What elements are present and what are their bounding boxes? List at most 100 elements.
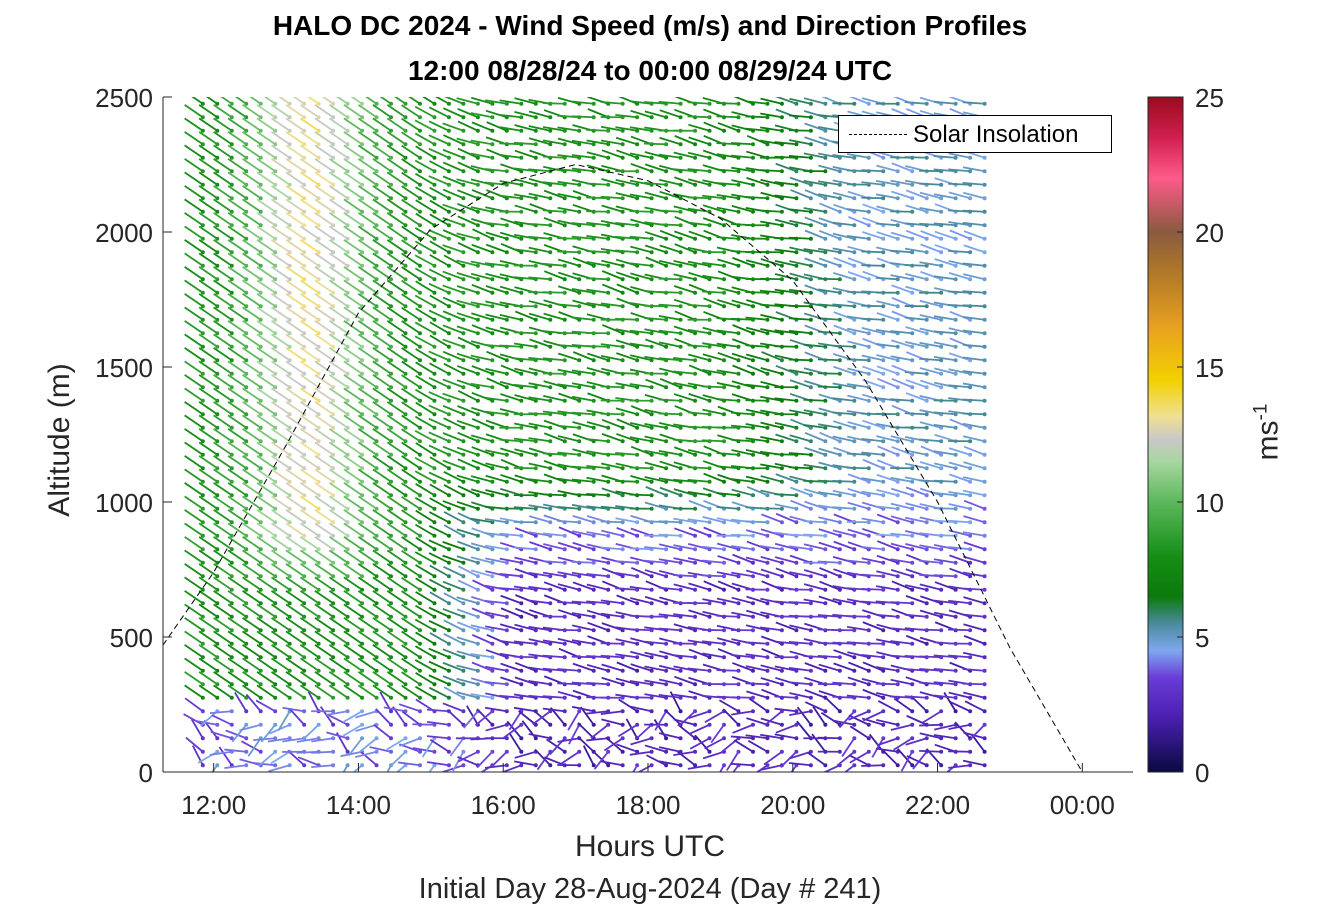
wind-barb-head: [490, 196, 495, 201]
wind-barb: [876, 554, 899, 564]
wind-barb-head: [779, 479, 784, 484]
wind-barb-head: [707, 763, 712, 768]
wind-barb: [702, 342, 725, 348]
wind-barb-head: [881, 155, 886, 160]
wind-barb: [601, 164, 623, 173]
wind-barb-head: [750, 614, 755, 619]
wind-barb-head: [533, 304, 538, 309]
wind-barb: [817, 114, 840, 119]
wind-barb-head: [707, 209, 712, 214]
wind-barb-head: [649, 425, 654, 430]
wind-barb: [876, 489, 898, 497]
wind-barb-head: [389, 668, 394, 673]
wind-barb: [271, 144, 291, 159]
wind-barb: [745, 437, 768, 443]
wind-barb: [285, 468, 305, 483]
wind-barb: [687, 518, 710, 524]
wind-barb-head: [765, 466, 770, 471]
wind-barb: [730, 424, 754, 429]
wind-barb-head: [258, 614, 263, 619]
wind-barb-head: [591, 628, 596, 633]
wind-barb: [415, 523, 435, 537]
wind-barb-head: [215, 398, 220, 403]
wind-barb: [314, 387, 334, 402]
wind-barb-head: [562, 277, 567, 282]
wind-barb-head: [331, 155, 336, 160]
wind-barb-head: [475, 358, 480, 363]
wind-barb-head: [331, 533, 336, 538]
wind-barb: [600, 355, 623, 362]
wind-barb-head: [736, 709, 741, 714]
wind-barb: [299, 441, 320, 456]
wind-barb: [442, 648, 464, 659]
wind-barb: [543, 165, 565, 173]
wind-barb-head: [244, 614, 249, 619]
wind-barb-head: [258, 277, 263, 282]
wind-barb: [372, 644, 392, 658]
wind-barb-head: [548, 196, 553, 201]
wind-barb-head: [345, 547, 350, 552]
wind-barb-head: [417, 358, 422, 363]
wind-barb: [247, 737, 262, 757]
wind-barb-head: [432, 574, 437, 579]
wind-barb-head: [360, 223, 365, 228]
wind-barb-head: [881, 574, 886, 579]
wind-barb: [328, 212, 349, 226]
wind-barb-head: [374, 574, 379, 579]
wind-barb-head: [548, 722, 553, 727]
wind-barb: [513, 193, 536, 200]
wind-barb-head: [446, 520, 451, 525]
wind-barb-head: [490, 128, 495, 133]
wind-barb: [372, 657, 392, 672]
wind-barb: [428, 606, 450, 618]
wind-barb-head: [374, 668, 379, 673]
wind-barb-head: [374, 628, 379, 633]
wind-barb: [314, 252, 334, 267]
wind-barb: [861, 181, 884, 186]
wind-barb: [658, 693, 681, 699]
wind-barb: [659, 377, 681, 389]
wind-barb: [213, 684, 233, 699]
wind-barb-head: [504, 763, 509, 768]
wind-barb: [615, 653, 638, 659]
wind-barb-head: [693, 331, 698, 336]
wind-barb: [386, 522, 407, 537]
wind-barb: [372, 360, 392, 375]
wind-barb-head: [490, 520, 495, 525]
wind-barb-head: [287, 236, 292, 241]
wind-barb: [891, 297, 913, 308]
wind-barb: [818, 217, 841, 227]
wind-barb: [658, 760, 681, 767]
wind-barb: [803, 424, 826, 429]
wind-barb: [601, 529, 623, 537]
wind-barb: [716, 542, 739, 551]
wind-barb-head: [895, 520, 900, 525]
wind-barb: [256, 590, 276, 604]
wind-barb: [314, 671, 334, 685]
wind-barb-head: [389, 344, 394, 349]
wind-barb-head: [258, 358, 263, 363]
wind-barb-head: [403, 641, 408, 646]
wind-barb-head: [577, 439, 582, 444]
wind-barb: [658, 277, 681, 281]
wind-barb-head: [881, 182, 886, 187]
wind-barb: [616, 661, 638, 672]
wind-barb-head: [649, 169, 654, 174]
wind-barb-head: [910, 250, 915, 255]
wind-barb-head: [490, 142, 495, 147]
wind-barb: [803, 207, 826, 213]
wind-barb-head: [475, 101, 480, 106]
wind-barb-head: [678, 182, 683, 187]
wind-barb: [745, 475, 768, 483]
wind-barb: [557, 271, 580, 281]
wind-barb: [875, 412, 898, 416]
wind-barb-head: [446, 452, 451, 457]
wind-barb: [760, 528, 783, 537]
wind-barb: [586, 663, 609, 672]
wind-barb: [803, 488, 826, 497]
wind-barb-head: [577, 209, 582, 214]
wind-barb-head: [591, 722, 596, 727]
wind-barb: [429, 511, 450, 524]
wind-barb-head: [577, 628, 582, 633]
wind-barb: [471, 365, 493, 375]
